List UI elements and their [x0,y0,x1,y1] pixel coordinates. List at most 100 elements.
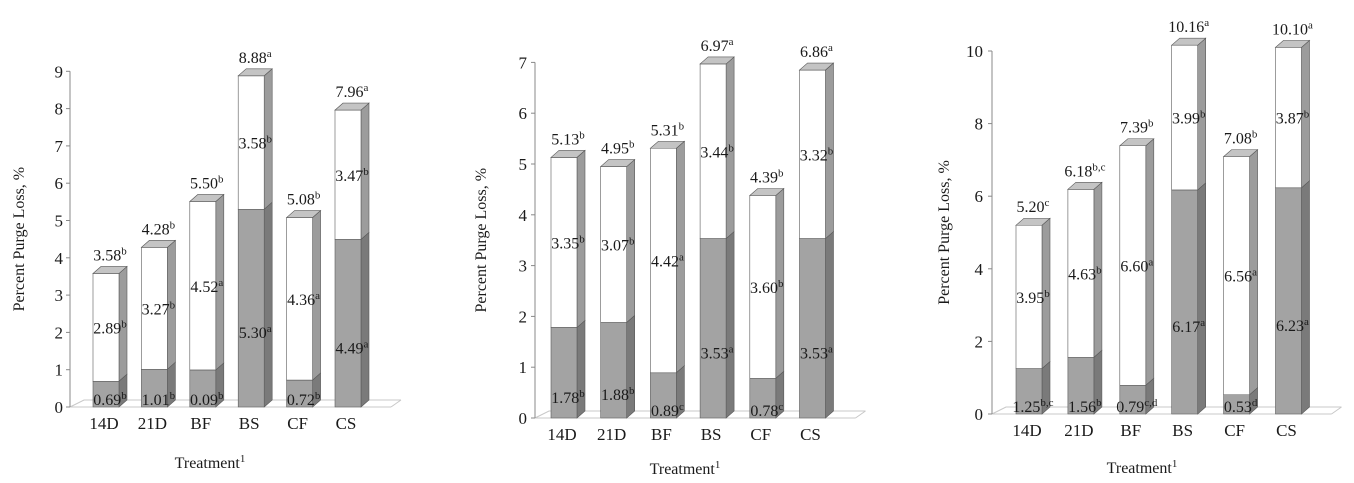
data-label-total: 4.39b [750,167,784,186]
data-label-upper: 3.47b [335,166,369,185]
y-tick-label: 4 [519,206,528,225]
chart-panel-2: 0 1 2 3 4 5 6 7 Percent Purge Loss, % Treatment1 1… [473,36,866,478]
bar-CS [1274,39,1311,415]
y-tick-label: 3 [55,286,64,305]
data-label-upper: 4.42a [651,252,684,271]
data-label-upper: 3.32b [800,145,834,164]
data-label-total: 6.86a [800,42,833,61]
bar-BS [699,56,735,419]
bar-lower-segment [1171,189,1198,415]
data-label-total: 7.96a [336,82,369,101]
y-tick-label: 2 [519,307,528,326]
y-tick-label: 5 [55,212,64,231]
x-tick-label: BF [651,425,672,444]
bar-CF [1222,148,1259,415]
bar-CF [285,209,322,408]
y-axis-label: Percent Purge Loss, % [936,160,953,305]
x-tick-label: 14D [89,414,118,433]
data-label-lower: 1.25b,c [1012,397,1053,416]
bar-top [92,266,128,274]
bar-BF [189,193,225,408]
data-label-upper: 3.27b [142,299,176,318]
data-label-lower: 0.89c [651,401,684,420]
data-label-upper: 3.58b [238,134,272,153]
y-tick-label: 1 [55,361,64,380]
data-label-total: 5.50b [190,173,224,192]
data-label-lower: 5.30a [239,323,272,342]
bar-14D [1015,217,1051,415]
data-label-upper: 4.63b [1068,264,1102,283]
bar-lower-segment [334,239,362,408]
chart-panel-3: 0 2 4 6 8 10 Percent Purge Loss, % Treatment1 14… [936,17,1342,477]
data-label-upper: 2.89b [93,318,127,337]
y-tick-label: 2 [55,323,64,342]
x-tick-label: CS [800,425,821,444]
floor-right-edge [855,410,866,419]
data-label-total: 5.13b [551,129,585,148]
y-tick-label: 8 [975,115,984,134]
y-tick-label: 1 [519,358,528,377]
data-label-upper: 4.36a [287,290,320,309]
bar-BF [649,140,686,419]
data-label-total: 6.97a [701,36,734,55]
bar-lower-segment [92,380,120,408]
bar-lower-segment [1275,187,1302,415]
x-axis-label: Treatment1 [175,453,246,472]
data-label-lower: 0.69b [93,390,127,409]
bar-top [1067,182,1103,190]
bar-top [599,159,636,167]
x-tick-label: 21D [138,414,167,433]
y-tick-label: 7 [55,137,64,156]
x-tick-label: 14D [547,425,576,444]
y-tick-label: 7 [519,53,528,72]
x-tick-label: CF [750,425,771,444]
data-label-upper: 3.95b [1016,288,1050,307]
y-tick-label: 9 [55,62,64,81]
chart-panel-1: 0 1 2 3 4 5 6 7 8 9 Percent Purge Loss, % Treatment… [11,48,402,472]
bar-top [189,194,225,202]
bar-lower-side [360,231,370,408]
data-label-total: 5.20c [1017,197,1050,216]
y-tick-label: 0 [519,409,528,428]
y-tick-label: 5 [519,155,528,174]
data-label-total: 5.08b [287,190,321,209]
bar-top [649,140,686,149]
x-tick-label: BS [1172,421,1193,440]
bar-lower-segment [749,378,777,419]
bar-lower-side [725,231,735,419]
data-label-total: 8.88a [239,48,272,67]
data-label-total: 7.08b [1224,129,1258,148]
bar-top [285,210,322,218]
data-label-lower: 0.72b [287,390,321,409]
y-axis-label: Percent Purge Loss, % [11,167,28,312]
x-tick-label: 14D [1012,421,1041,440]
bar-CS [798,62,835,419]
bar-lower-segment [799,238,826,419]
x-tick-label: BS [701,425,722,444]
y-axis-label: Percent Purge Loss, % [473,168,490,313]
data-label-total: 4.28b [142,219,176,238]
bar-14D [92,265,128,408]
data-label-lower: 1.56b [1068,397,1102,416]
data-label-lower: 0.53d [1224,397,1258,416]
bar-lower-segment [550,327,578,419]
y-tick-label: 0 [55,398,64,417]
data-label-lower: 0.78c [750,401,783,420]
data-label-lower: 1.01b [142,390,176,409]
bar-lower-segment [1067,357,1095,415]
bar-lower-side [1301,180,1310,415]
data-label-total: 10.10a [1272,19,1313,38]
bar-lower-segment [286,379,313,408]
y-tick-label: 6 [519,104,528,123]
y-tick-label: 8 [55,100,64,119]
data-label-total: 6.18b,c [1064,161,1105,180]
data-label-lower: 1.88b [601,385,635,404]
bar-lower-segment [1119,385,1147,415]
data-label-total: 10.16a [1168,17,1209,36]
x-tick-label: CF [1224,421,1245,440]
bar-21D [599,158,636,419]
bar-top [798,62,835,71]
data-label-lower: 4.49a [336,338,369,357]
bar-top [1274,40,1311,48]
